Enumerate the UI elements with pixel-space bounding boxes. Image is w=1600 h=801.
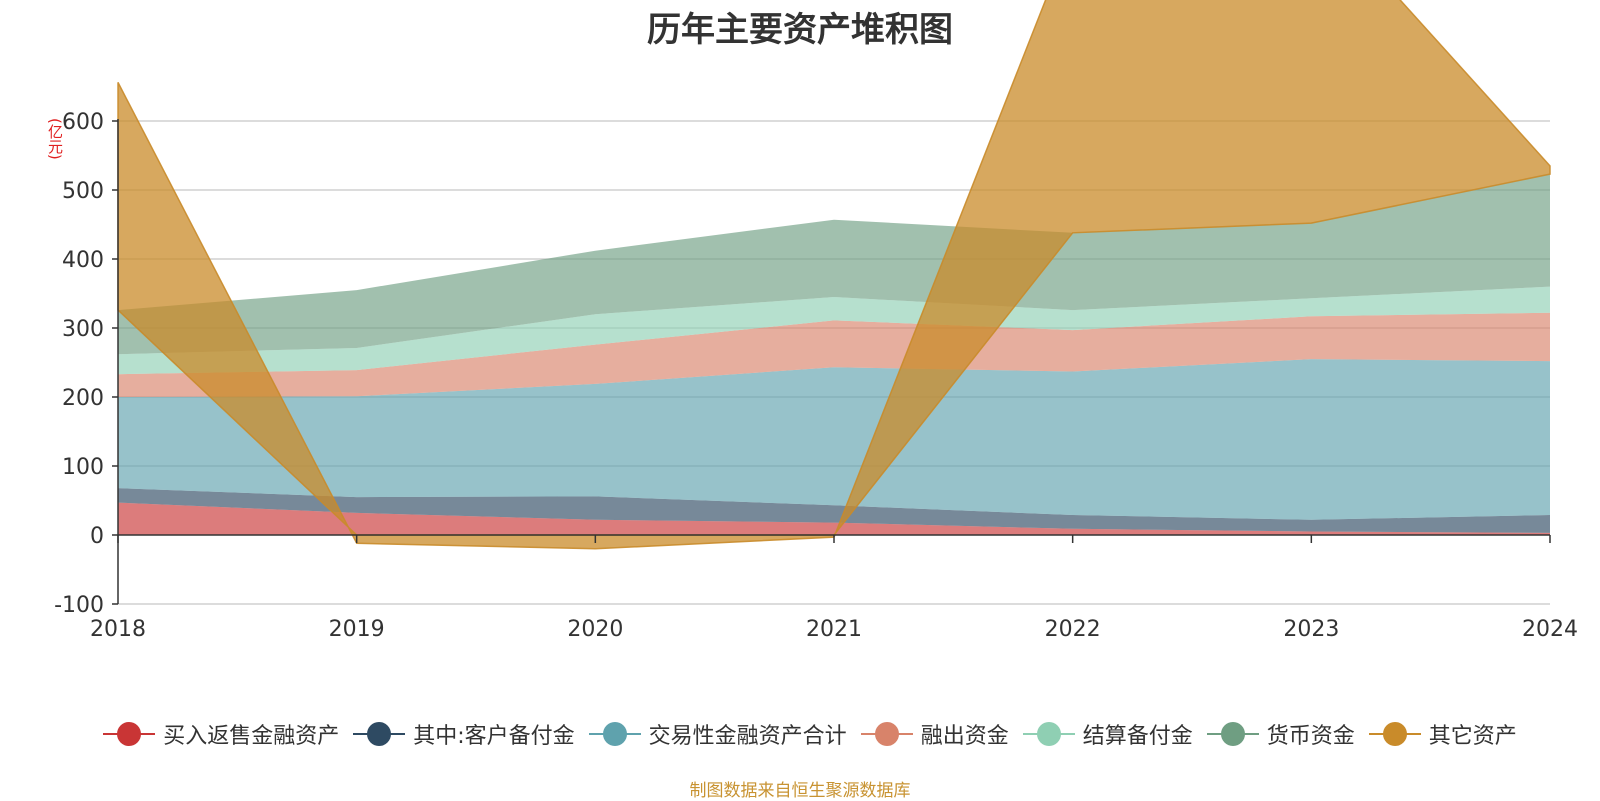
x-tick-label: 2018	[90, 617, 146, 642]
legend-label: 买入返售金融资产	[163, 724, 340, 749]
legend-label: 其它资产	[1428, 724, 1517, 749]
legend-item[interactable]: 交易性金融资产合计	[588, 718, 847, 750]
data-source-note: 制图数据来自恒生聚源数据库	[689, 781, 911, 801]
legend-item[interactable]: 结算备付金	[1022, 718, 1193, 750]
legend-item[interactable]: 买入返售金融资产	[103, 718, 339, 750]
area-货币资金	[118, 174, 1550, 355]
x-tick-label: 2022	[1045, 617, 1101, 642]
area-结算备付金	[118, 286, 1550, 375]
y-tick-label: 0	[90, 524, 104, 549]
y-tick-label: 600	[62, 110, 104, 135]
legend-marker-icon	[1368, 721, 1421, 747]
legend-label: 货币资金	[1266, 724, 1355, 749]
chart-title: 历年主要资产堆积图	[647, 10, 953, 50]
x-tick-label: 2024	[1522, 617, 1578, 642]
area-融出资金	[118, 312, 1550, 397]
stacked-area-chart: -100 0 100 200 300 400 500 600 2018 2019 2020 2021 2…	[54, 0, 1578, 642]
x-tick-label: 2019	[329, 617, 385, 642]
legend: 买入返售金融资产 其中:客户备付金 交易性金融资产合计 融出资金 结算备付金 货币资金 其它…	[20, 718, 1600, 750]
x-tick-label: 2020	[567, 617, 623, 642]
legend-item[interactable]: 其中:客户备付金	[353, 718, 575, 750]
legend-marker-icon	[1022, 721, 1075, 747]
y-tick-label: 500	[62, 179, 104, 204]
legend-marker-icon	[1206, 721, 1259, 747]
legend-marker-icon	[103, 721, 156, 747]
y-axis-unit-label: (亿元)	[46, 118, 64, 160]
area-买入返售金融资产	[118, 502, 1550, 535]
legend-item[interactable]: 融出资金	[860, 718, 1009, 750]
x-tick-label: 2021	[806, 617, 862, 642]
legend-marker-icon	[588, 721, 641, 747]
legend-label: 融出资金	[920, 724, 1009, 749]
y-tick-label: 400	[62, 248, 104, 273]
legend-marker-icon	[353, 721, 406, 747]
y-tick-label: -100	[54, 593, 104, 618]
area-交易性金融资产合计	[118, 359, 1550, 520]
axes	[112, 119, 1551, 605]
x-tick-label: 2023	[1283, 617, 1339, 642]
legend-label: 交易性金融资产合计	[648, 724, 847, 749]
area-其中:客户备付金	[118, 488, 1550, 533]
y-tick-label: 100	[62, 455, 104, 480]
legend-item[interactable]: 其它资产	[1368, 718, 1517, 750]
y-tick-label: 300	[62, 317, 104, 342]
tick-labels: -100 0 100 200 300 400 500 600 2018 2019 2020 2021 2…	[54, 110, 1578, 642]
legend-label: 结算备付金	[1082, 724, 1193, 749]
legend-label: 其中:客户备付金	[413, 724, 575, 749]
series-areas	[117, 0, 1551, 550]
legend-item[interactable]: 货币资金	[1206, 718, 1355, 750]
legend-marker-icon	[860, 721, 913, 747]
y-tick-label: 200	[62, 386, 104, 411]
